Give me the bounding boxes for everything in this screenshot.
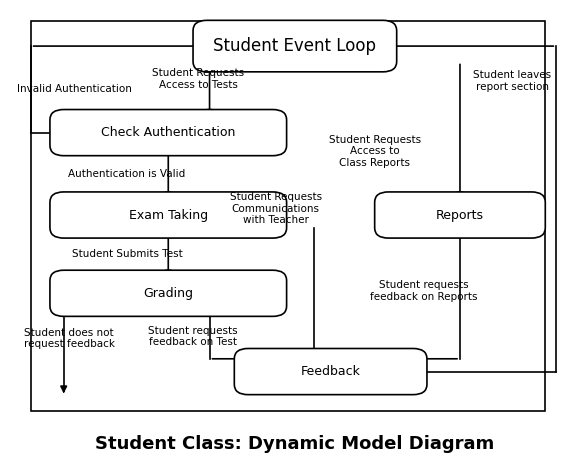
Text: Student does not
request feedback: Student does not request feedback (24, 328, 115, 349)
Text: Invalid Authentication: Invalid Authentication (17, 84, 132, 94)
Text: Grading: Grading (143, 287, 193, 300)
Text: Student requests
feedback on Reports: Student requests feedback on Reports (370, 280, 478, 302)
FancyBboxPatch shape (50, 270, 287, 316)
Text: Student leaves
report section: Student leaves report section (473, 71, 552, 92)
Text: Authentication is Valid: Authentication is Valid (68, 169, 186, 179)
Text: Student Class: Dynamic Model Diagram: Student Class: Dynamic Model Diagram (95, 436, 494, 453)
Text: Student Event Loop: Student Event Loop (213, 37, 376, 55)
FancyBboxPatch shape (234, 349, 427, 395)
Text: Feedback: Feedback (301, 365, 361, 378)
FancyBboxPatch shape (50, 192, 287, 238)
Text: Reports: Reports (436, 208, 484, 222)
Text: Student Requests
Communications
with Teacher: Student Requests Communications with Tea… (230, 192, 321, 225)
FancyBboxPatch shape (50, 109, 287, 156)
Text: Student Requests
Access to
Class Reports: Student Requests Access to Class Reports (329, 135, 421, 168)
Text: Exam Taking: Exam Taking (129, 208, 208, 222)
Text: Student Requests
Access to Tests: Student Requests Access to Tests (152, 68, 245, 90)
FancyBboxPatch shape (374, 192, 545, 238)
Text: Check Authentication: Check Authentication (101, 126, 235, 139)
FancyBboxPatch shape (193, 20, 396, 72)
Text: Student Submits Test: Student Submits Test (72, 249, 182, 259)
Text: Student requests
feedback on Test: Student requests feedback on Test (148, 326, 238, 347)
